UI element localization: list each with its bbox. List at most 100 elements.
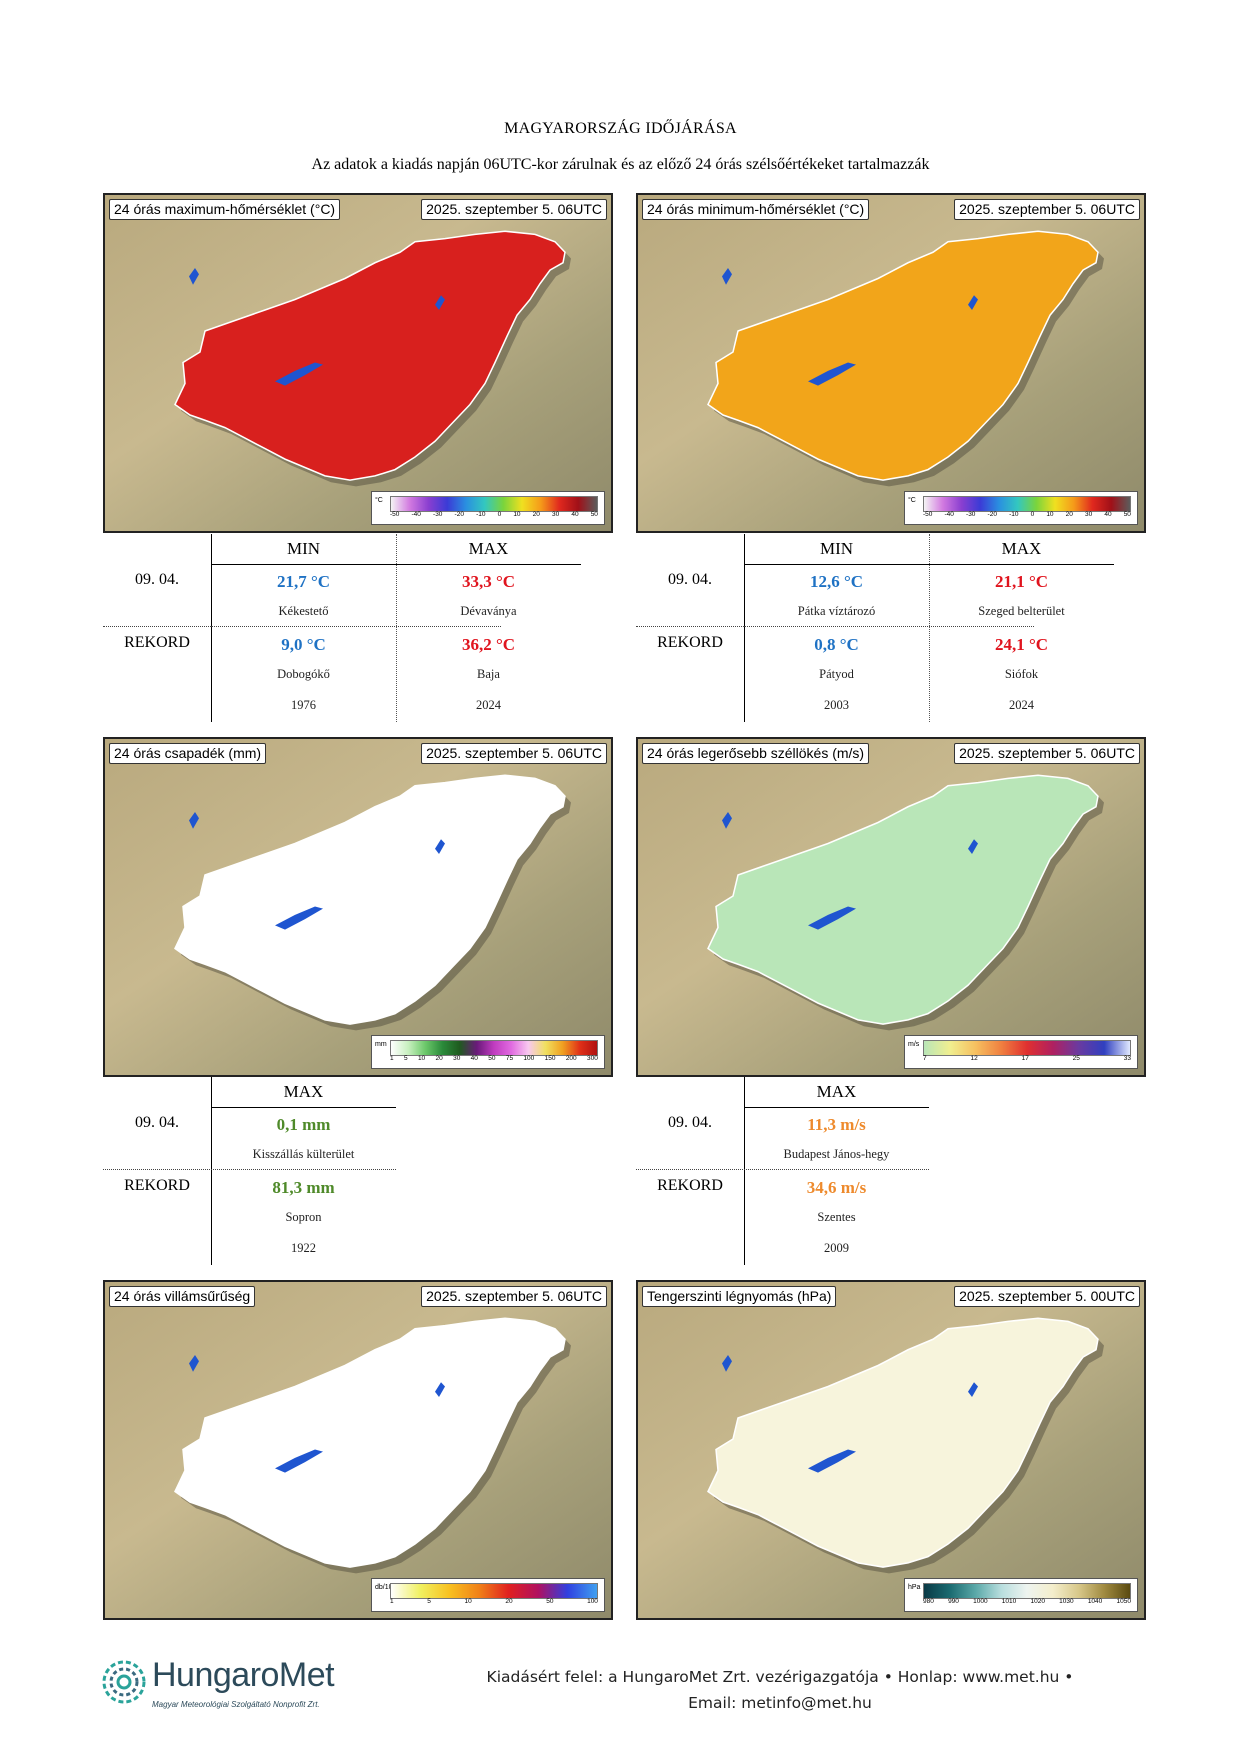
- scale-unit: hPa: [908, 1584, 921, 1591]
- scale-tick: 1000: [973, 1598, 988, 1605]
- lake-balaton: [808, 362, 856, 386]
- scale-tick: -40: [411, 511, 421, 518]
- map-background: [638, 195, 1144, 531]
- footer-line-2: Email: metinfo@met.hu: [688, 1694, 872, 1712]
- color-scale: °C -50 -40 -30 -20 -10 0 10 20 30 40 50: [904, 491, 1138, 525]
- scale-unit: °C: [375, 497, 383, 504]
- map-background: [638, 1282, 1144, 1618]
- map-date: 2025. szeptember 5. 06UTC: [421, 199, 607, 220]
- color-scale: mm 1 5 10 20 30 40 50 75 100 150 200 300: [371, 1035, 605, 1069]
- scale-tick: 40: [571, 511, 579, 518]
- scale-tick: -30: [433, 511, 443, 518]
- scale-tick: -10: [1009, 511, 1019, 518]
- record-max-location: Baja: [477, 667, 500, 681]
- scale-bar: [923, 1583, 1131, 1599]
- scale-tick: 10: [417, 1055, 426, 1062]
- min-location: Pátka víztározó: [797, 604, 876, 618]
- map-title: 24 órás maximum-hőmérséklet (°C): [109, 199, 341, 220]
- color-scale: m/s 7 12 17 25 33: [904, 1035, 1138, 1069]
- map-title: 24 órás minimum-hőmérséklet (°C): [642, 199, 870, 220]
- record-max-location: Sopron: [285, 1210, 322, 1224]
- row-date-label: 09. 04.: [668, 571, 712, 588]
- scale-ticks: 1 5 10 20 50 100: [390, 1598, 598, 1605]
- scale-tick: 12: [970, 1055, 978, 1062]
- scale-tick: 0: [497, 511, 502, 518]
- lake-ferto: [189, 1355, 199, 1372]
- record-min-year: 2003: [824, 698, 849, 712]
- row-record-label: REKORD: [657, 1177, 723, 1194]
- scale-tick: 50: [488, 1055, 496, 1062]
- scale-bar: [923, 496, 1131, 512]
- map-background: [105, 195, 611, 531]
- min-temp-map: 24 órás minimum-hőmérséklet (°C) 2025. s…: [636, 193, 1146, 533]
- scale-ticks: -50 -40 -30 -20 -10 0 10 20 30 40 50: [923, 511, 1131, 518]
- footer-line-1: Kiadásért felel: a HungaroMet Zrt. vezér…: [486, 1668, 1074, 1686]
- country-shape: [174, 1317, 566, 1568]
- scale-bar: [390, 1583, 598, 1599]
- page-subtitle: Az adatok a kiadás napján 06UTC-kor záru…: [311, 156, 930, 173]
- col-min-header: MIN: [286, 539, 321, 558]
- scale-tick: 20: [532, 511, 540, 518]
- scale-ticks: 1 5 10 20 30 40 50 75 100 150 200 300: [390, 1055, 598, 1062]
- row-date-label: 09. 04.: [135, 571, 179, 588]
- map-date: 2025. szeptember 5. 06UTC: [421, 743, 607, 764]
- lake-ferto: [189, 268, 199, 285]
- scale-tick: 20: [505, 1598, 513, 1605]
- map-date: 2025. szeptember 5. 06UTC: [954, 199, 1140, 220]
- pressure-map: Tengerszinti légnyomás (hPa) 2025. szept…: [636, 1280, 1146, 1620]
- scale-tick: 25: [1072, 1055, 1080, 1062]
- col-max-header: MAX: [1001, 539, 1042, 558]
- min-value: 12,6 °C: [809, 572, 864, 591]
- scale-ticks: 7 12 17 25 33: [923, 1055, 1131, 1062]
- scale-tick: 50: [546, 1598, 554, 1605]
- scale-tick: -50: [923, 511, 933, 518]
- logo-tagline: Magyar Meteorológiai Szolgáltató Nonprof…: [152, 1700, 320, 1709]
- scale-tick: 5: [403, 1055, 408, 1062]
- max-location: Budapest János-hegy: [783, 1147, 890, 1161]
- lake-tisza: [435, 839, 445, 854]
- col-max-header: MAX: [468, 539, 509, 558]
- scale-tick: 1040: [1087, 1598, 1103, 1605]
- page-title: MAGYARORSZÁG IDŐJÁRÁSA: [504, 120, 737, 137]
- lake-ferto: [189, 812, 199, 829]
- scale-tick: 20: [1065, 511, 1073, 518]
- scale-tick: 30: [1085, 511, 1093, 518]
- record-max-value: 34,6 m/s: [806, 1178, 867, 1197]
- scale-unit: °C: [908, 497, 916, 504]
- scale-unit: m/s: [908, 1041, 920, 1048]
- max-value: 21,1 °C: [994, 572, 1049, 591]
- lake-tisza: [968, 839, 978, 854]
- record-max-year: 1922: [291, 1241, 316, 1255]
- record-max-value: 24,1 °C: [994, 635, 1049, 654]
- lake-tisza: [968, 1382, 978, 1397]
- map-background: [105, 739, 611, 1075]
- lake-ferto: [722, 1355, 732, 1372]
- scale-tick: 200: [565, 1055, 577, 1062]
- record-min-location: Dobogókő: [277, 667, 330, 681]
- scale-tick: 980: [923, 1598, 934, 1605]
- country-shape: [174, 774, 566, 1025]
- scale-tick: 17: [1021, 1055, 1029, 1062]
- map-background: [638, 739, 1144, 1075]
- row-record-label: REKORD: [124, 1177, 190, 1194]
- gust-table: MAX 09. 04. 11,3 m/s Budapest János-hegy…: [636, 1077, 1146, 1267]
- record-max-value: 81,3 mm: [272, 1178, 335, 1197]
- scale-tick: -20: [987, 511, 997, 518]
- scale-tick: 150: [544, 1055, 556, 1062]
- record-min-location: Pátyod: [819, 667, 854, 681]
- max-location: Szeged belterület: [978, 604, 1065, 618]
- scale-tick: -10: [476, 511, 486, 518]
- scale-bar: [390, 1040, 598, 1056]
- lake-tisza: [435, 1382, 445, 1397]
- scale-tick: 10: [513, 511, 521, 518]
- lake-balaton: [275, 362, 323, 386]
- country-shape: [174, 230, 566, 481]
- col-max-header: MAX: [283, 1082, 324, 1101]
- max-location: Kisszállás külterület: [252, 1147, 355, 1161]
- scale-tick: 10: [1046, 511, 1054, 518]
- max-temp-map: 24 órás maximum-hőmérséklet (°C) 2025. s…: [103, 193, 613, 533]
- map-title: 24 órás legerősebb széllökés (m/s): [642, 743, 870, 764]
- record-max-year: 2024: [476, 698, 501, 712]
- record-min-value: 0,8 °C: [814, 635, 859, 654]
